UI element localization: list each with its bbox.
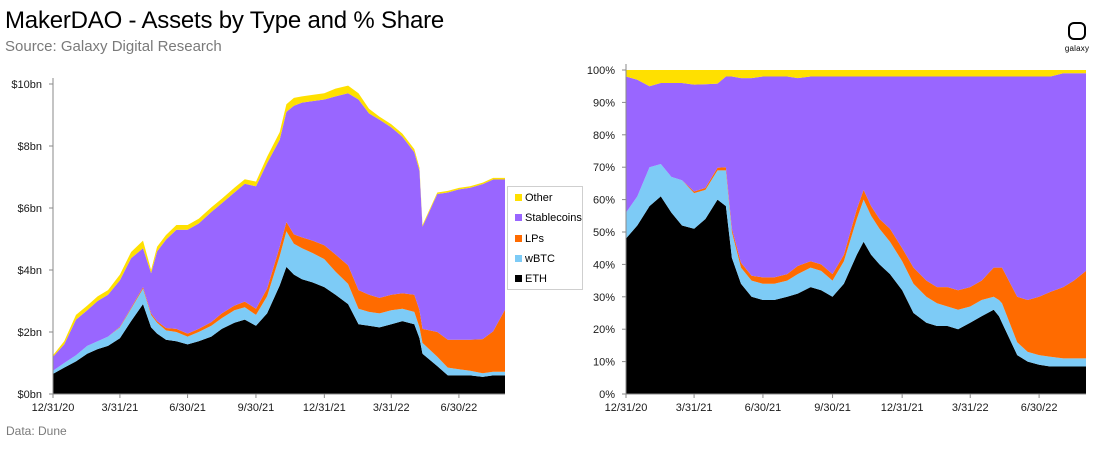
left-xtick-label: 6/30/21 xyxy=(169,402,206,414)
right-ytick-label: 100% xyxy=(587,65,615,77)
left-xtick-label: 6/30/22 xyxy=(441,402,478,414)
chart-subtitle: Source: Galaxy Digital Research xyxy=(5,38,222,55)
left-xtick-label: 9/30/21 xyxy=(238,402,275,414)
right-ytick-label: 0% xyxy=(599,389,615,401)
right-area-wbtc xyxy=(626,164,1086,367)
right-area-other xyxy=(626,70,1086,87)
left-ytick-label: $10bn xyxy=(11,79,42,91)
left-area-stablecoins xyxy=(53,93,505,371)
right-ytick-label: 40% xyxy=(593,259,615,271)
left-ytick-label: $2bn xyxy=(18,327,42,339)
left-ytick-label: $0bn xyxy=(18,389,42,401)
galaxy-logo: galaxy xyxy=(1062,22,1092,53)
left-xtick-label: 3/31/21 xyxy=(102,402,139,414)
logo-text: galaxy xyxy=(1064,44,1090,53)
right-xtick-label: 6/30/22 xyxy=(1021,402,1058,414)
legend-label-lps: LPs xyxy=(525,233,544,245)
legend-label-wbtc: wBTC xyxy=(525,253,555,265)
legend-swatch-other xyxy=(515,194,522,201)
legend-item-lps: LPs xyxy=(515,233,544,245)
right-ytick-label: 90% xyxy=(593,97,615,109)
right-ytick-label: 70% xyxy=(593,162,615,174)
right-ytick-label: 80% xyxy=(593,130,615,142)
right-ytick-label: 50% xyxy=(593,227,615,239)
right-xtick-label: 3/31/21 xyxy=(676,402,713,414)
right-xtick-label: 6/30/21 xyxy=(745,402,782,414)
left-area-eth xyxy=(53,266,505,394)
legend-label-other: Other xyxy=(525,192,553,204)
chart-legend: Other Stablecoins LPs wBTC ETH xyxy=(507,186,583,290)
right-xtick-label: 3/31/22 xyxy=(952,402,989,414)
legend-swatch-wbtc xyxy=(515,255,522,262)
right-area-lps xyxy=(626,164,1086,359)
left-area-wbtc xyxy=(53,231,505,377)
right-xtick-label: 12/31/20 xyxy=(605,402,648,414)
left-xtick-label: 12/31/21 xyxy=(303,402,346,414)
legend-label-stablecoins: Stablecoins xyxy=(525,212,582,224)
legend-swatch-eth xyxy=(515,275,522,282)
chart-title: MakerDAO - Assets by Type and % Share xyxy=(5,7,445,34)
left-area-other xyxy=(53,85,505,357)
right-ytick-label: 20% xyxy=(593,324,615,336)
legend-item-wbtc: wBTC xyxy=(515,253,555,265)
left-ytick-label: $4bn xyxy=(18,265,42,277)
left-xtick-label: 12/31/20 xyxy=(32,402,75,414)
left-ytick-label: $6bn xyxy=(18,203,42,215)
legend-swatch-stablecoins xyxy=(515,214,522,221)
right-area-stablecoins xyxy=(626,73,1086,300)
data-source-note: Data: Dune xyxy=(6,424,67,438)
legend-label-eth: ETH xyxy=(525,273,547,285)
right-ytick-label: 60% xyxy=(593,195,615,207)
legend-item-stablecoins: Stablecoins xyxy=(515,212,582,224)
right-xtick-label: 9/30/21 xyxy=(814,402,851,414)
right-xtick-label: 12/31/21 xyxy=(881,402,924,414)
galaxy-logo-icon xyxy=(1068,22,1086,40)
right-ytick-label: 10% xyxy=(593,357,615,369)
legend-swatch-lps xyxy=(515,235,522,242)
left-ytick-label: $8bn xyxy=(18,141,42,153)
right-ytick-label: 30% xyxy=(593,292,615,304)
left-xtick-label: 3/31/22 xyxy=(373,402,410,414)
right-area-eth xyxy=(626,196,1086,394)
legend-item-other: Other xyxy=(515,192,553,204)
left-area-lps xyxy=(53,222,505,374)
legend-item-eth: ETH xyxy=(515,273,547,285)
